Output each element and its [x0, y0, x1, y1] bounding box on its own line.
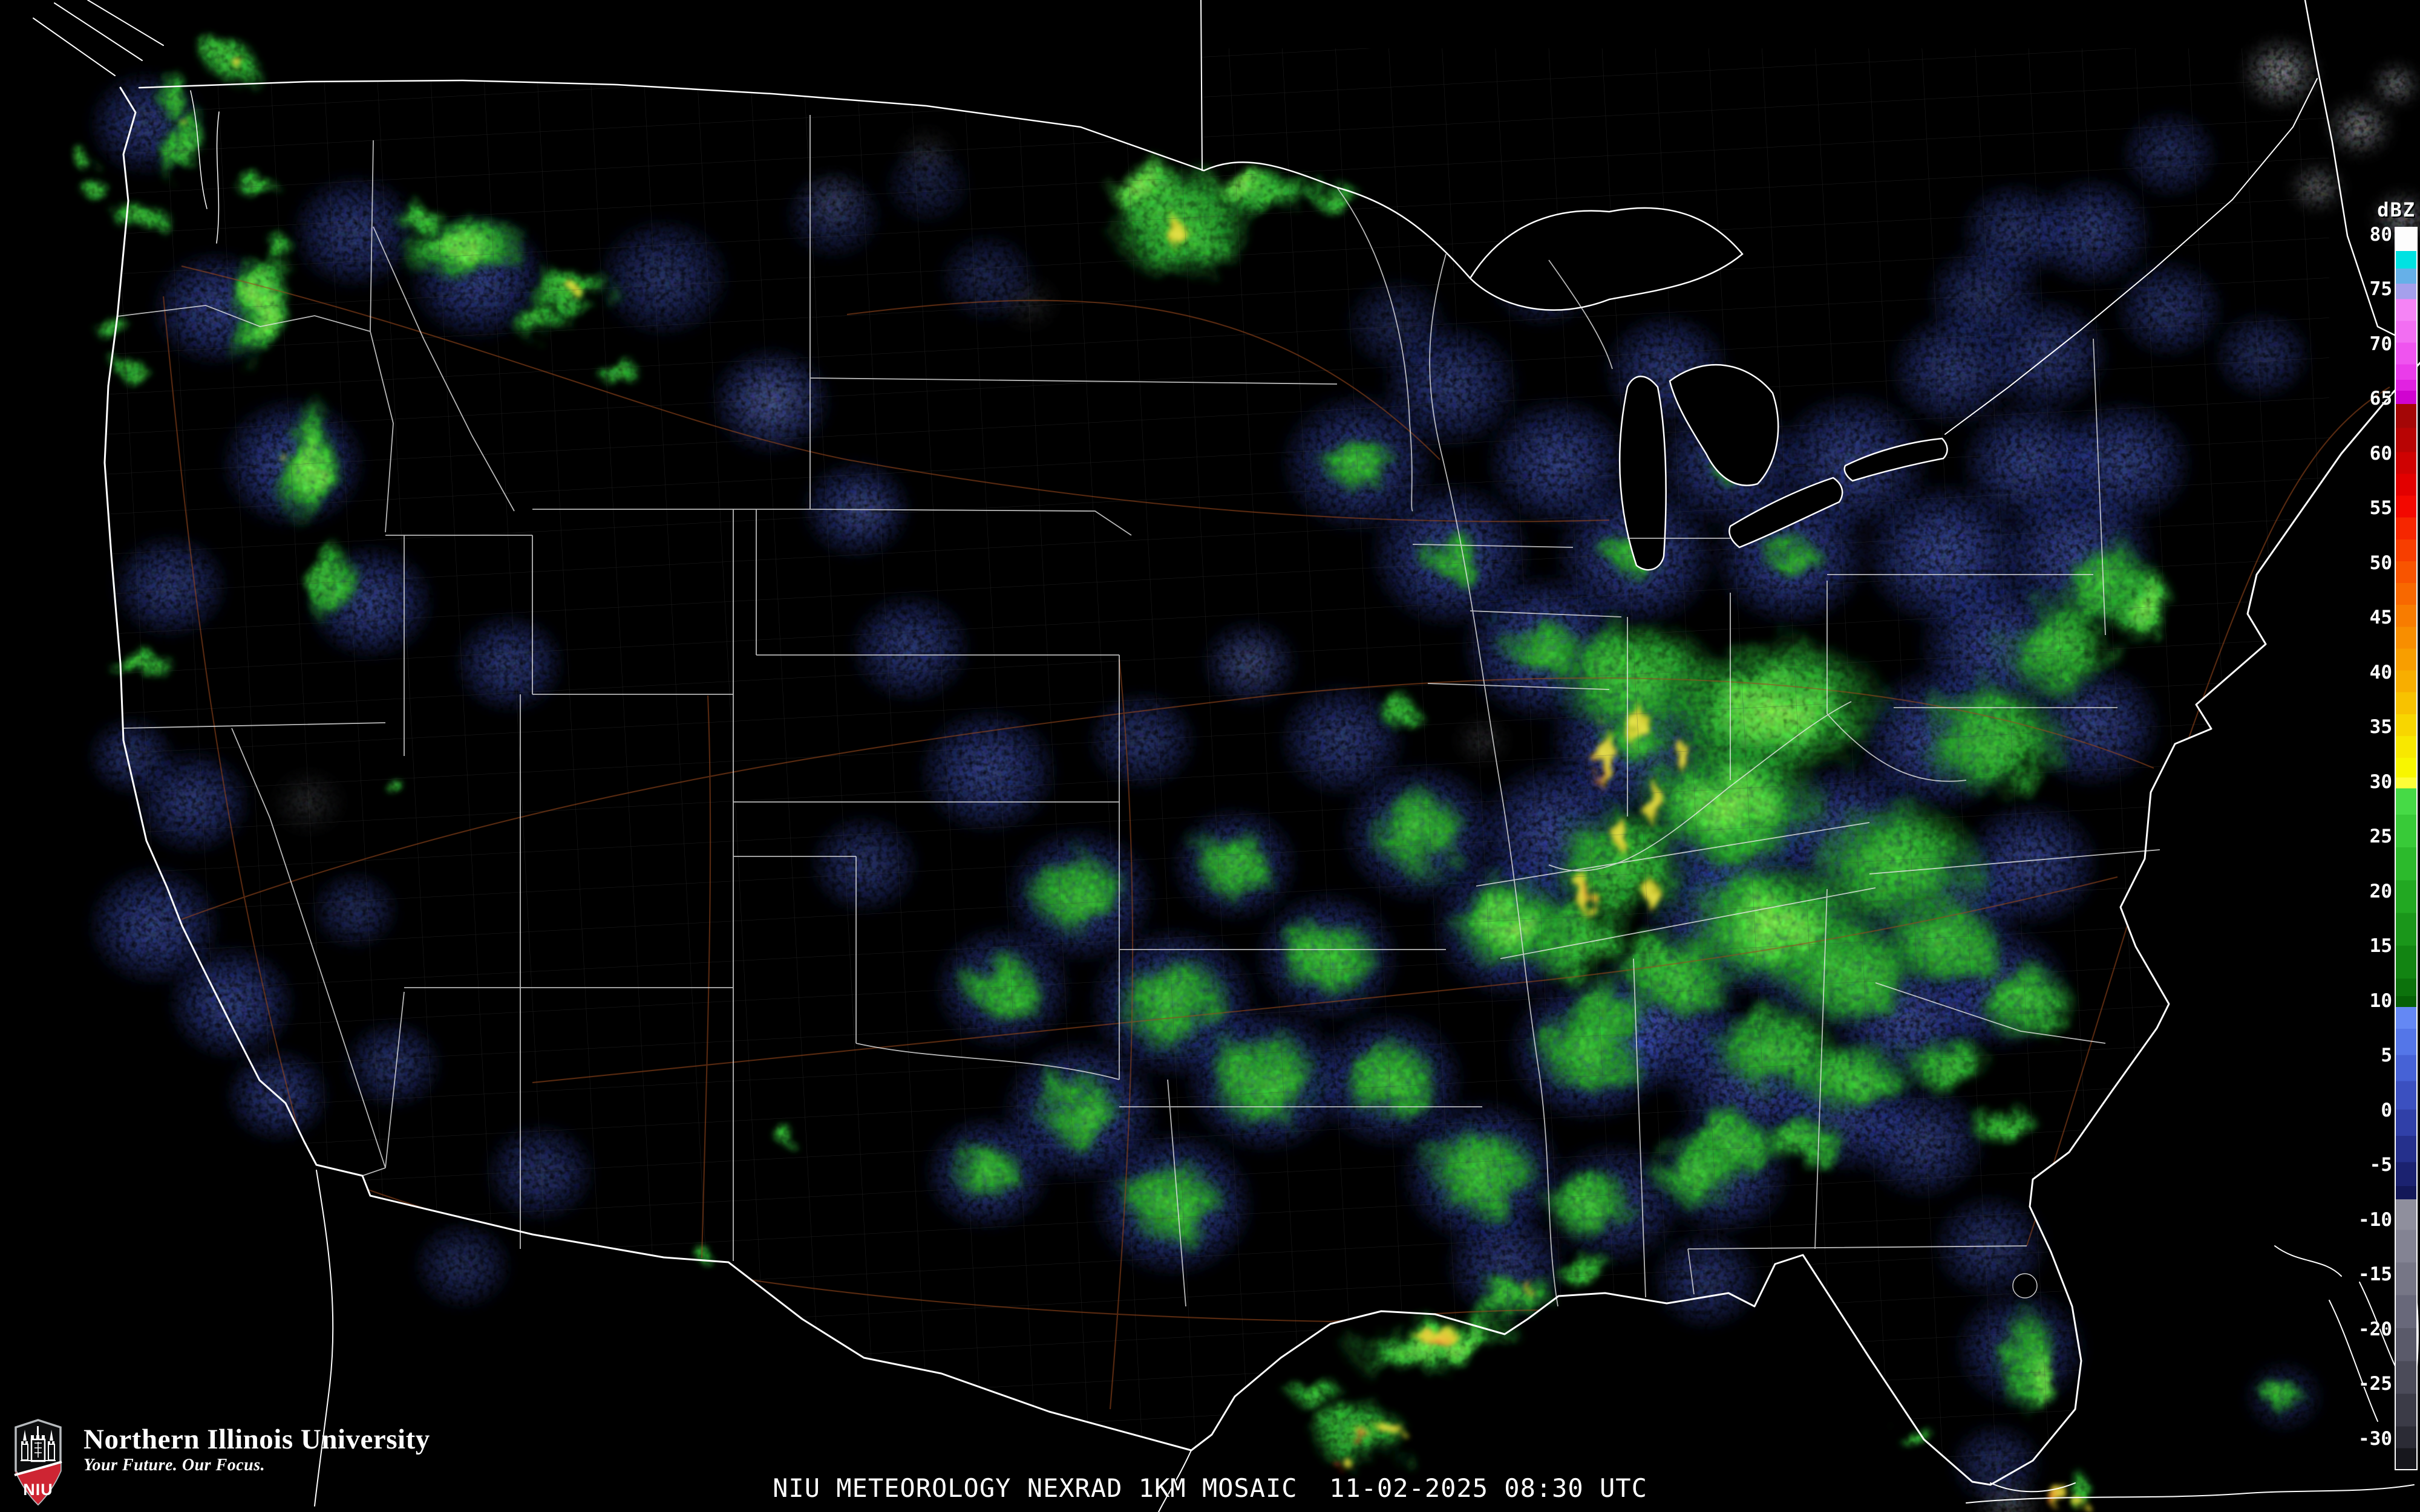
colorbar-tick: 70: [2307, 334, 2392, 354]
radar-echo: [411, 1219, 514, 1312]
colorbar-tick: 30: [2307, 772, 2392, 792]
colorbar-tick: -30: [2307, 1429, 2392, 1449]
colorbar-tick: 0: [2307, 1100, 2392, 1121]
colorbar-tick: 60: [2307, 443, 2392, 464]
colorbar-tick: 50: [2307, 553, 2392, 573]
colorbar-tick: 20: [2307, 881, 2392, 902]
colorbar-tick: 10: [2307, 991, 2392, 1011]
colorbar-tick: 55: [2307, 498, 2392, 518]
colorbar: [2395, 227, 2418, 1470]
radar-echo: [1281, 1370, 1342, 1407]
lake-okeechobee: [2013, 1274, 2037, 1298]
colorbar-units-label: dBZ: [2377, 198, 2416, 221]
university-tagline: Your Future. Our Focus.: [83, 1455, 430, 1476]
colorbar-tick: 40: [2307, 662, 2392, 683]
radar-echo: [1347, 1434, 1361, 1441]
us-radar-map: [0, 0, 2420, 1512]
colorbar-tick: 5: [2307, 1045, 2392, 1066]
radar-echo: [1344, 1462, 1356, 1470]
colorbar-tick: -20: [2307, 1319, 2392, 1340]
radar-echo: [75, 174, 106, 196]
university-name: Northern Illinois University: [83, 1424, 430, 1455]
colorbar-tick: 25: [2307, 826, 2392, 847]
radar-echo: [231, 57, 243, 67]
colorbar-tick: 35: [2307, 717, 2392, 737]
radar-mosaic-stage: dBZ 80 75 70 65 60 55 50 45 40 35 30 25 20 15 10 5 0 -5 -1…: [0, 0, 2420, 1512]
colorbar-tick: -25: [2307, 1374, 2392, 1394]
colorbar-tick: 80: [2307, 224, 2392, 245]
colorbar-tick: 15: [2307, 936, 2392, 956]
colorbar-tick: 75: [2307, 279, 2392, 299]
colorbar-tick: -15: [2307, 1264, 2392, 1285]
caption: NIU METEOROLOGY NEXRAD 1KM MOSAIC 11-02-…: [0, 1473, 2420, 1503]
radar-echo: [65, 146, 90, 163]
colorbar-tick: 45: [2307, 607, 2392, 628]
colorbar-tick: -10: [2307, 1210, 2392, 1230]
colorbar-tick: -5: [2307, 1155, 2392, 1175]
colorbar-tick: 65: [2307, 388, 2392, 409]
radar-echo: [1332, 1461, 1342, 1467]
radar-echo: [2260, 1381, 2308, 1412]
radar-echo: [1374, 1421, 1404, 1433]
